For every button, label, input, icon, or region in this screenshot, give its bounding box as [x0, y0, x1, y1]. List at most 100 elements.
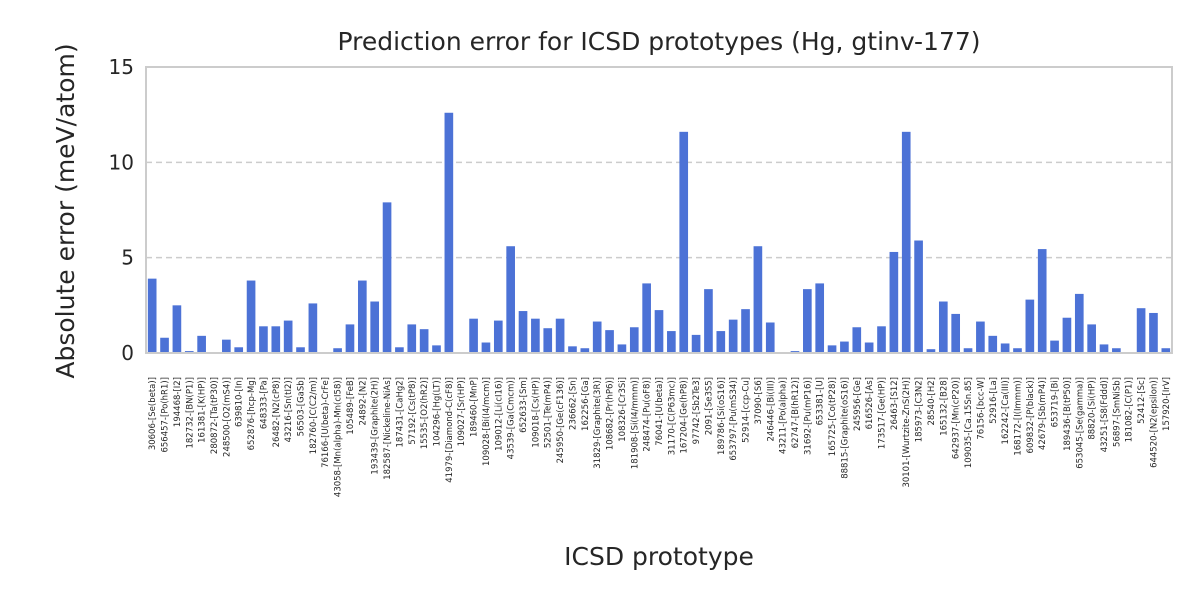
x-tick-label: 42679-[Sb(mP4)] [1038, 377, 1048, 450]
x-tick-label: 104296-[Hg(LT)] [432, 377, 442, 446]
bar [654, 310, 664, 353]
x-tick-label: 181082-[C(P1)] [1125, 377, 1135, 442]
bar [1037, 249, 1047, 353]
x-tick-label: 57192-[Cs(tP8)] [408, 377, 418, 445]
x-tick-label: 653719-[Bi] [1051, 377, 1061, 427]
bar [889, 251, 899, 353]
bar [1161, 348, 1171, 353]
bar [481, 342, 491, 353]
bar [877, 326, 886, 353]
bar [988, 335, 998, 353]
y-tick-label: 15 [109, 55, 134, 79]
bar [1087, 324, 1096, 353]
x-tick-label: 162256-[Ga] [581, 377, 591, 431]
x-tick-label: 616526-[As] [865, 377, 875, 429]
bar [493, 320, 503, 353]
bar [815, 283, 825, 353]
bar [803, 289, 812, 353]
bar [728, 319, 738, 353]
x-tick-label: 652633-[Sm] [519, 377, 529, 433]
bar [382, 202, 392, 353]
bar [1074, 293, 1084, 353]
x-tick-label: 648333-[Pa] [259, 377, 269, 429]
x-tick-label: 88815-[Graphite(oS16)] [840, 377, 850, 479]
x-tick-label: 31692-[Pu(mP16)] [803, 377, 813, 455]
x-tick-label: 236662-[Sn] [568, 377, 578, 430]
bar [926, 349, 936, 353]
bar [395, 347, 404, 353]
bar [1000, 343, 1010, 353]
bar [370, 301, 380, 353]
x-tick-label: 24892-[N2] [358, 377, 368, 426]
bar [419, 329, 429, 353]
x-tick-label: 194468-[I2] [173, 377, 183, 427]
x-axis-label: ICSD prototype [564, 542, 754, 571]
y-tick-labels: 0 5 10 15 [109, 55, 134, 365]
bar [580, 348, 590, 353]
bar [629, 327, 639, 353]
x-tick-label: 108682-[Pr(hP6)] [606, 377, 616, 450]
plot-frame [145, 66, 1173, 354]
bar [407, 324, 417, 353]
x-tick-label: 168172-[I(Immm)] [1013, 377, 1023, 456]
x-tick-label: 157920-[IrV] [1162, 377, 1172, 431]
bar [568, 346, 577, 353]
bar [469, 318, 478, 353]
bar [160, 337, 169, 353]
bar [864, 342, 874, 353]
bar [914, 240, 923, 353]
bar [296, 347, 305, 353]
bar [259, 326, 268, 353]
x-tick-label: 31829-[Graphite(3R)] [593, 377, 603, 469]
x-tick-label: 248500-[O2(mS4)] [222, 377, 232, 457]
x-tick-label: 26463-[S12] [890, 377, 900, 430]
bar [951, 313, 961, 353]
x-tick-label: 31170-[C(P63mc)] [667, 377, 677, 455]
bar [667, 331, 676, 353]
x-tick-label: 181908-[Si(I4/mmm)] [630, 377, 640, 469]
bar [827, 345, 837, 353]
x-tick-label: 109027-[Sr(HP)] [457, 377, 467, 446]
bar [1062, 317, 1072, 353]
bar [765, 322, 775, 353]
bar [679, 131, 689, 353]
bar [852, 327, 862, 353]
x-tick-label: 43211-[Po(alpha)] [779, 377, 789, 454]
chart-title: Prediction error for ICSD prototypes (Hg… [337, 27, 980, 56]
bar [963, 348, 973, 353]
bar [345, 324, 355, 353]
x-tick-label: 652876-[hcp-Mg] [247, 377, 257, 450]
bar [592, 321, 602, 353]
bar [197, 335, 206, 353]
bar [1025, 299, 1035, 353]
x-tick-label: 653797-[Pu(mS34)] [729, 377, 739, 461]
x-tick-label: 165725-[Co(tP28)] [828, 377, 838, 456]
bar [691, 334, 701, 353]
x-tick-label: 88820-[Si(HP)] [1088, 377, 1098, 440]
x-tick-label: 189786-[Si(oS16)] [717, 377, 727, 455]
x-tick-label: 642937-[Mn(cP20)] [952, 377, 962, 459]
bar [753, 246, 763, 353]
bar [1013, 348, 1022, 353]
x-tick-label: 52501-[Te(mP4)] [544, 377, 554, 448]
bar [1099, 344, 1109, 353]
x-tick-label: 28540-[H2] [927, 377, 937, 426]
bar [283, 320, 293, 353]
x-tick-label: 30606-[Se(beta)] [148, 377, 158, 450]
y-axis-label: Absolute error (meV/atom) [51, 43, 80, 378]
x-tick-label: 162242-[Ca(III)] [1001, 377, 1011, 444]
x-tick-label: 193439-[Graphite(2H)] [371, 377, 381, 475]
x-tick-label: 109035-[Ca.15Sn.85] [964, 377, 974, 468]
bar [1112, 348, 1121, 353]
bar [741, 309, 750, 353]
bar [147, 278, 157, 353]
x-tick-label: 280872-[Ta(tP30)] [210, 377, 220, 454]
x-tick-label: 97742-[Sb2Te3] [692, 377, 702, 444]
x-tick-label: 62747-[B(hR12)] [791, 377, 801, 448]
bar [1050, 340, 1059, 353]
x-tick-label: 167204-[Ge(hP8)] [680, 377, 690, 454]
bar [840, 341, 849, 353]
bar [444, 112, 454, 353]
bar [333, 348, 342, 353]
